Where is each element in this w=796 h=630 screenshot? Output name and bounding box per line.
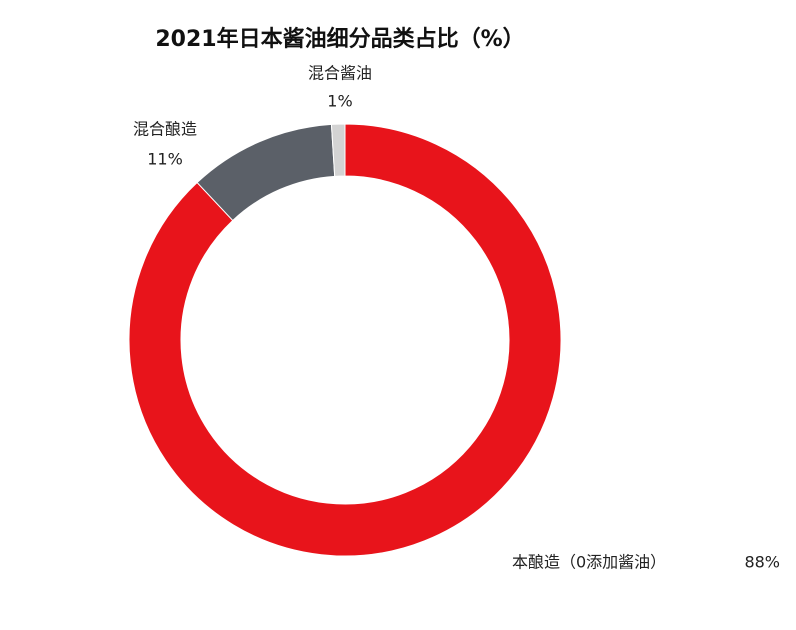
chart-title: 2021年日本酱油细分品类占比（%）	[155, 26, 524, 52]
donut-slice	[330, 123, 346, 177]
value-label: 1%	[327, 92, 352, 111]
donut-slice	[128, 123, 562, 557]
slice-label: 本酿造（0添加酱油）	[512, 553, 666, 572]
value-label: 88%	[744, 553, 780, 572]
slice-label: 混合酱油	[308, 64, 372, 83]
slice-label: 混合酿造	[133, 120, 197, 139]
value-label: 11%	[147, 150, 183, 169]
